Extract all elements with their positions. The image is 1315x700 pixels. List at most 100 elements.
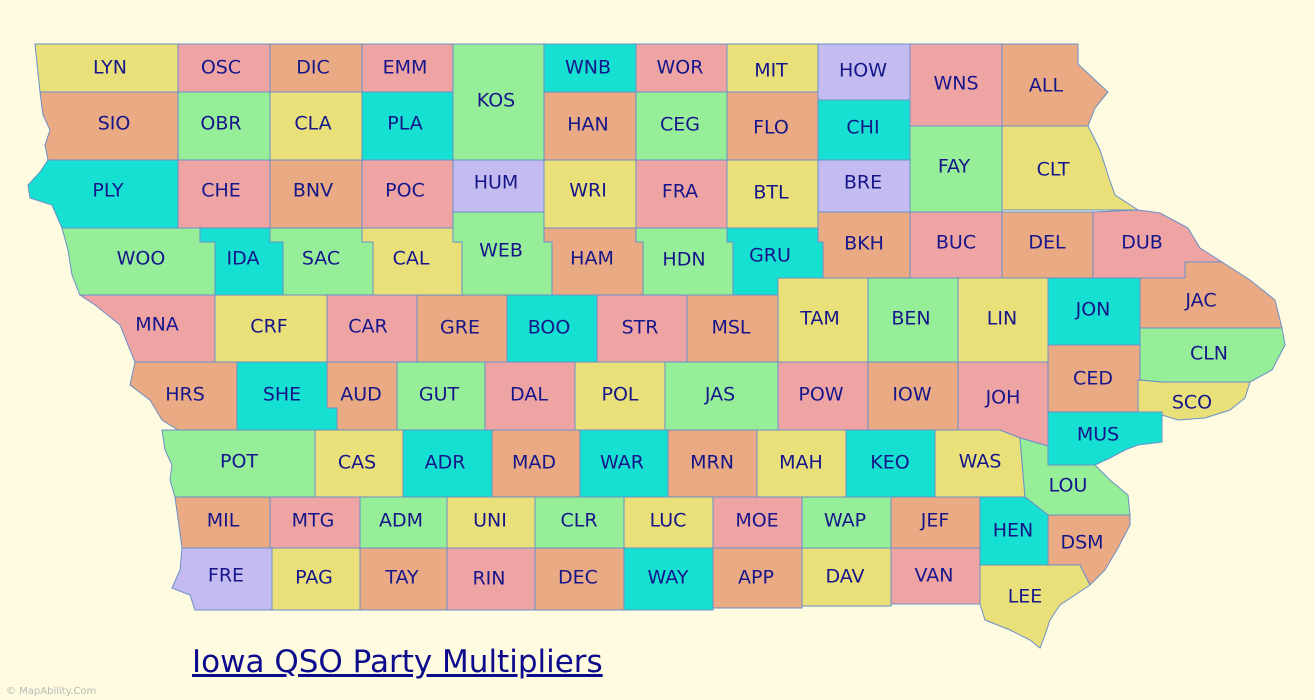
county-label-wri: WRI	[569, 180, 607, 202]
county-label-iow: IOW	[892, 384, 932, 406]
county-label-lee: LEE	[1008, 586, 1043, 608]
county-label-cal: CAL	[393, 248, 430, 270]
county-label-lin: LIN	[987, 308, 1017, 330]
county-label-buc: BUC	[936, 232, 976, 254]
county-label-tam: TAM	[799, 308, 840, 330]
county-label-tay: TAY	[384, 567, 419, 589]
county-label-hrs: HRS	[165, 384, 205, 406]
map-title[interactable]: Iowa QSO Party Multipliers	[192, 644, 603, 680]
county-label-adm: ADM	[379, 510, 423, 532]
county-label-lou: LOU	[1049, 475, 1088, 497]
county-label-all: ALL	[1029, 75, 1064, 97]
county-label-aud: AUD	[340, 384, 382, 406]
county-label-cln: CLN	[1190, 343, 1228, 365]
county-label-dal: DAL	[510, 384, 548, 406]
county-label-ceg: CEG	[660, 114, 700, 136]
county-label-fra: FRA	[662, 181, 698, 203]
county-label-clr: CLR	[560, 510, 597, 532]
county-label-boo: BOO	[528, 317, 571, 339]
county-label-emm: EMM	[383, 57, 428, 79]
county-label-mtg: MTG	[292, 510, 335, 532]
county-label-wns: WNS	[933, 73, 978, 95]
county-label-wor: WOR	[657, 57, 704, 79]
county-label-str: STR	[622, 317, 659, 339]
county-label-moe: MOE	[735, 510, 778, 532]
county-label-jac: JAC	[1184, 290, 1216, 312]
county-label-sac: SAC	[302, 248, 340, 270]
county-label-chi: CHI	[846, 117, 879, 139]
county-label-hdn: HDN	[662, 249, 705, 271]
county-label-dub: DUB	[1121, 232, 1163, 254]
county-label-mah: MAH	[779, 452, 823, 474]
county-label-lyn: LYN	[93, 57, 127, 79]
county-clt[interactable]	[1001, 125, 1140, 211]
county-label-che: CHE	[201, 180, 241, 202]
county-label-mit: MIT	[754, 60, 788, 82]
county-label-kos: KOS	[477, 90, 515, 112]
county-label-gre: GRE	[440, 317, 480, 339]
county-label-crf: CRF	[250, 316, 287, 338]
county-label-msl: MSL	[711, 317, 750, 339]
county-label-rin: RIN	[472, 568, 505, 590]
county-label-she: SHE	[263, 384, 301, 406]
county-label-ben: BEN	[891, 308, 930, 330]
county-label-pag: PAG	[295, 567, 333, 589]
county-label-dsm: DSM	[1060, 532, 1103, 554]
county-label-btl: BTL	[753, 182, 789, 204]
county-label-uni: UNI	[473, 510, 507, 532]
county-label-car: CAR	[348, 316, 387, 338]
county-label-cas: CAS	[338, 452, 376, 474]
county-label-bkh: BKH	[844, 233, 884, 255]
county-label-mna: MNA	[135, 314, 179, 336]
county-label-ced: CED	[1073, 368, 1113, 390]
county-app[interactable]	[712, 547, 803, 609]
county-label-joh: JOH	[985, 387, 1021, 409]
county-label-jon: JON	[1075, 299, 1111, 321]
county-label-keo: KEO	[870, 452, 909, 474]
county-label-cla: CLA	[294, 113, 331, 135]
county-label-wap: WAP	[824, 510, 866, 532]
county-label-han: HAN	[567, 114, 609, 136]
county-label-dav: DAV	[825, 566, 864, 588]
county-label-jef: JEF	[920, 510, 950, 532]
county-label-clt: CLT	[1037, 159, 1070, 181]
county-label-bnv: BNV	[293, 180, 333, 202]
county-label-luc: LUC	[650, 510, 687, 532]
county-label-obr: OBR	[200, 113, 241, 135]
county-label-war: WAR	[600, 452, 644, 474]
county-label-gut: GUT	[419, 384, 460, 406]
county-label-hum: HUM	[474, 172, 519, 194]
county-label-fre: FRE	[208, 565, 244, 587]
county-label-pla: PLA	[387, 113, 422, 135]
county-label-how: HOW	[839, 60, 887, 82]
county-label-adr: ADR	[425, 452, 466, 474]
county-label-poc: POC	[385, 180, 425, 202]
county-label-ida: IDA	[227, 248, 260, 270]
county-dav[interactable]	[801, 547, 892, 607]
county-label-bre: BRE	[844, 172, 882, 194]
county-label-mrn: MRN	[690, 452, 734, 474]
county-label-osc: OSC	[201, 57, 241, 79]
county-label-wnb: WNB	[565, 57, 611, 79]
county-label-van: VAN	[915, 565, 954, 587]
county-label-woo: WOO	[117, 248, 166, 270]
county-label-pol: POL	[602, 384, 639, 406]
county-label-ply: PLY	[92, 180, 124, 202]
county-label-app: APP	[738, 567, 774, 589]
county-way[interactable]	[623, 547, 714, 611]
county-label-pot: POT	[220, 451, 258, 473]
county-label-sio: SIO	[98, 113, 131, 135]
county-lee[interactable]	[979, 564, 1091, 649]
county-label-dic: DIC	[296, 57, 330, 79]
county-label-jas: JAS	[704, 384, 735, 406]
county-label-mil: MIL	[207, 510, 240, 532]
county-label-fay: FAY	[938, 156, 971, 178]
county-label-dec: DEC	[558, 567, 598, 589]
map-credit: © MapAbility.Com	[6, 686, 97, 697]
county-label-del: DEL	[1028, 232, 1066, 254]
county-label-ham: HAM	[570, 248, 614, 270]
county-label-flo: FLO	[753, 117, 789, 139]
county-label-sco: SCO	[1172, 392, 1212, 414]
county-label-web: WEB	[479, 240, 523, 262]
